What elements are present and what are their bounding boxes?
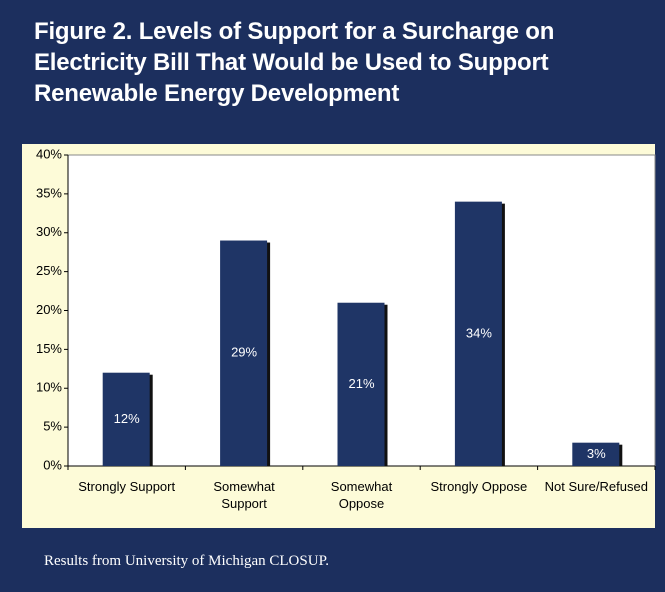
y-tick-label: 40% <box>36 146 62 161</box>
x-tick-label: Strongly Support <box>78 479 176 494</box>
y-tick-label: 20% <box>36 302 62 317</box>
x-tick-label: Not Sure/Refused <box>544 479 648 494</box>
bar <box>454 201 502 466</box>
bar <box>572 442 620 466</box>
value-label: 21% <box>348 376 374 391</box>
value-label: 34% <box>466 325 492 340</box>
y-tick-label: 0% <box>43 457 62 472</box>
y-tick-label: 15% <box>36 341 62 356</box>
y-tick-label: 35% <box>36 185 62 200</box>
x-tick-label: Strongly Oppose <box>430 479 528 494</box>
value-label: 29% <box>231 345 257 360</box>
y-tick-label: 25% <box>36 263 62 278</box>
bar <box>220 240 268 466</box>
x-tick-label: Somewhat Oppose <box>330 479 393 511</box>
chart-title: Figure 2. Levels of Support for a Surcha… <box>34 18 555 107</box>
bar <box>102 372 150 466</box>
value-label: 12% <box>114 411 140 426</box>
x-tick-label: Somewhat Support <box>213 479 275 511</box>
y-tick-label: 10% <box>36 380 62 395</box>
y-tick-label: 5% <box>43 419 62 434</box>
value-label: 3% <box>587 446 606 461</box>
y-tick-label: 30% <box>36 224 62 239</box>
footer: Results from University of Michigan CLOS… <box>44 553 329 569</box>
bar <box>337 302 385 466</box>
